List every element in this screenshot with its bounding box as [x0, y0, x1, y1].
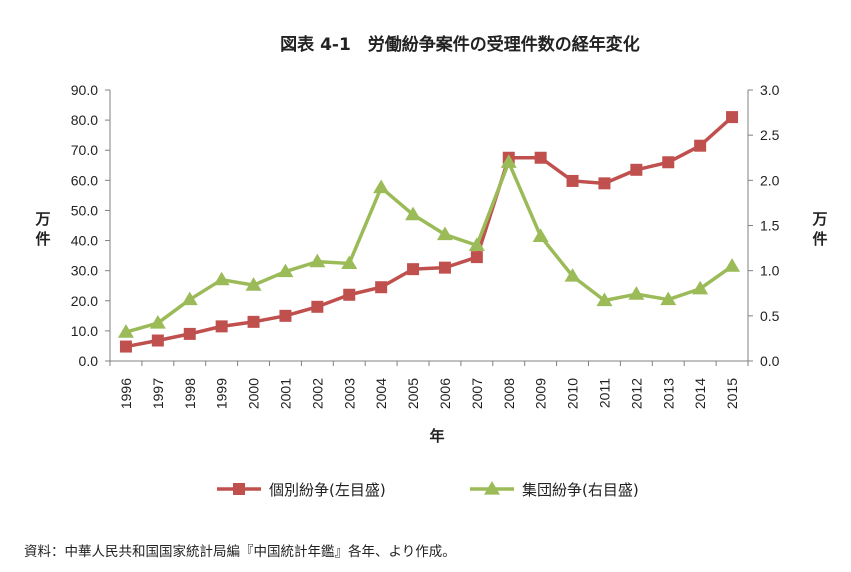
source-note: 資料：中華人民共和国国家統計局編『中国統計年鑑』各年、より作成。	[24, 544, 456, 560]
right-tick-label: 1.5	[760, 218, 780, 234]
x-tick-label: 2004	[373, 378, 389, 409]
data-point	[279, 309, 292, 322]
series-line	[125, 115, 734, 349]
data-point	[438, 261, 451, 274]
data-point	[564, 268, 581, 282]
data-point	[630, 163, 643, 176]
data-point	[596, 292, 613, 307]
axis-label-text: 万件	[34, 210, 50, 248]
data-point	[213, 271, 230, 286]
right-tick-label: 1.0	[760, 263, 780, 279]
left-tick-label: 90.0	[71, 82, 98, 98]
data-point	[598, 177, 611, 190]
x-axis-label: 年	[429, 427, 444, 445]
data-point	[662, 156, 675, 169]
left-tick-label: 50.0	[71, 202, 98, 218]
data-point	[468, 237, 485, 251]
data-point	[628, 286, 645, 300]
data-point	[277, 263, 294, 278]
series-triangle	[117, 154, 741, 338]
x-tick-label: 2002	[309, 378, 325, 409]
x-tick-label: 1999	[214, 378, 230, 409]
x-tick-label: 2000	[246, 378, 262, 409]
x-axis-ticks: 1996 1997 1998 1999 2000 2001 2002 2003 2004 2005…	[109, 361, 749, 409]
axis-label-text: 万件	[811, 210, 827, 248]
data-point	[247, 315, 260, 328]
data-point	[405, 206, 422, 221]
data-point	[724, 258, 741, 272]
data-point	[245, 277, 262, 291]
data-point	[726, 111, 739, 124]
data-point	[375, 281, 388, 294]
right-axis-label: 万件	[811, 210, 827, 248]
data-point	[215, 320, 228, 333]
data-point	[532, 228, 549, 242]
data-point	[660, 291, 677, 306]
left-tick-label: 70.0	[71, 142, 98, 158]
x-tick-label: 1998	[182, 378, 198, 409]
series-line	[125, 160, 734, 334]
chart-title: 図表 4-1 労働紛争案件の受理件数の経年変化	[280, 34, 640, 55]
data-point	[373, 179, 390, 194]
right-tick-label: 0.0	[760, 353, 780, 369]
data-point	[534, 151, 547, 164]
x-tick-label: 2013	[660, 378, 676, 409]
data-point	[183, 327, 196, 340]
left-tick-label: 40.0	[71, 233, 98, 249]
data-point	[470, 251, 483, 264]
data-point	[311, 300, 324, 313]
right-tick-label: 2.0	[760, 172, 780, 188]
x-tick-label: 2008	[501, 378, 517, 409]
left-tick-label: 60.0	[71, 172, 98, 188]
x-tick-label: 1997	[150, 378, 166, 409]
x-tick-label: 2001	[277, 378, 293, 409]
left-tick-label: 80.0	[71, 112, 98, 128]
x-tick-label: 2003	[341, 378, 357, 409]
x-tick-label: 2010	[565, 378, 581, 409]
right-tick-label: 0.5	[760, 308, 780, 324]
x-tick-label: 2012	[628, 378, 644, 409]
data-point	[181, 291, 198, 306]
left-tick-label: 30.0	[71, 263, 98, 279]
right-axis-ticks: 0.0 0.5 1.0 1.5 2.0 2.5 3.0	[748, 82, 780, 369]
data-point	[694, 139, 707, 152]
data-point	[309, 253, 326, 268]
left-axis-label: 万件	[34, 210, 50, 248]
x-tick-label: 2009	[533, 378, 549, 409]
series-square	[119, 111, 739, 353]
right-tick-label: 3.0	[760, 82, 780, 98]
data-point	[436, 226, 453, 241]
x-tick-label: 2011	[596, 378, 612, 408]
left-tick-label: 20.0	[71, 293, 98, 309]
data-point	[407, 263, 420, 276]
chart-series	[117, 111, 741, 353]
x-tick-label: 2007	[469, 378, 485, 409]
legend-marker	[484, 481, 500, 495]
x-tick-label: 2005	[405, 378, 421, 409]
legend-marker	[233, 483, 245, 495]
left-tick-label: 0.0	[79, 353, 99, 369]
data-point	[692, 280, 709, 295]
data-point	[566, 174, 579, 187]
x-tick-label: 2014	[692, 378, 708, 409]
data-point	[500, 154, 517, 168]
data-point	[149, 315, 166, 329]
data-point	[119, 340, 132, 353]
chart-legend: 個別紛争(左目盛) 集団紛争(右目盛)	[217, 481, 639, 499]
data-point	[343, 288, 356, 301]
data-point	[151, 334, 164, 347]
data-point	[117, 324, 134, 338]
x-tick-label: 1996	[118, 378, 134, 409]
right-tick-label: 2.5	[760, 127, 780, 143]
legend-label: 集団紛争(右目盛)	[522, 481, 639, 499]
x-tick-label: 2006	[437, 378, 453, 409]
legend-label: 個別紛争(左目盛)	[269, 481, 386, 499]
x-tick-label: 2015	[724, 378, 740, 409]
left-axis-ticks: 0.0 10.0 20.0 30.0 40.0 50.0 60.0 70.0 80.0 90.0	[71, 82, 110, 369]
data-point	[341, 255, 358, 270]
left-tick-label: 10.0	[71, 323, 98, 339]
